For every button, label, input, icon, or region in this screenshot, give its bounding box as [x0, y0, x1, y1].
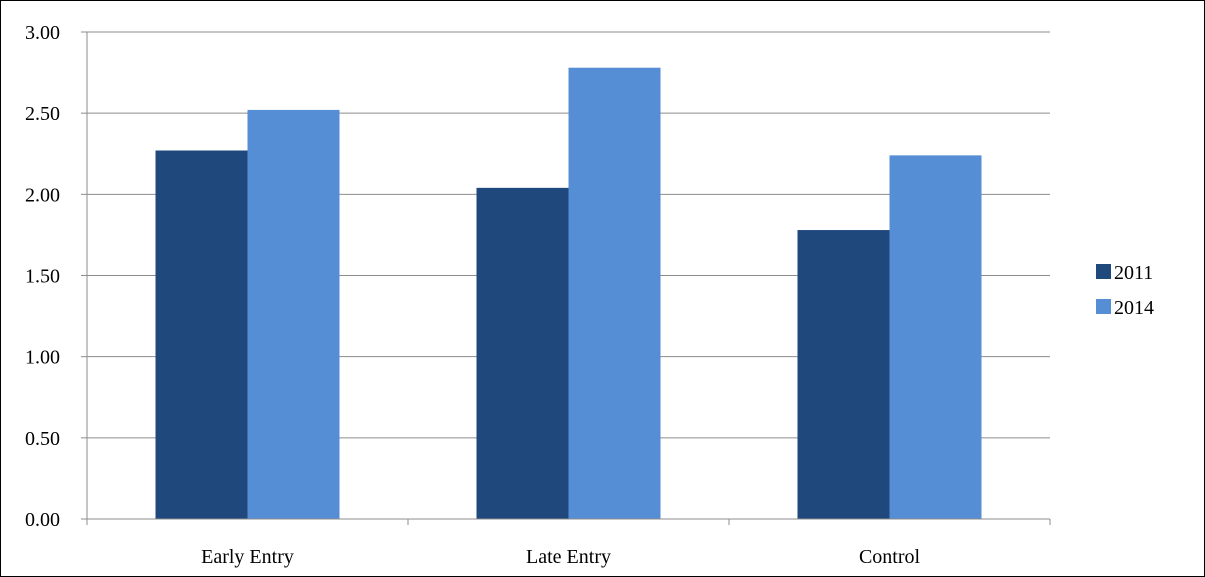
legend-swatch-2011	[1096, 264, 1111, 279]
bar-2011-late-entry	[476, 187, 569, 519]
axes: 0.00 0.50 1.00 1.50 2.00 2.50 3.00 Early Entry L…	[25, 22, 1051, 568]
bar-2014-late-entry	[568, 67, 661, 520]
y-tick-label: 1.50	[25, 266, 60, 288]
x-tick-label: Late Entry	[526, 546, 611, 568]
y-tick-label: 1.00	[25, 347, 60, 369]
bars	[155, 67, 982, 520]
legend-label-2014: 2014	[1114, 297, 1154, 319]
x-tick-label: Control	[859, 546, 921, 568]
bar-2011-control	[797, 230, 890, 519]
y-tick-label: 2.00	[25, 184, 60, 206]
legend: 2011 2014	[1096, 262, 1154, 319]
bar-2014-control	[889, 155, 982, 519]
y-tick-label: 3.00	[25, 22, 60, 44]
y-tick-label: 0.00	[25, 509, 60, 531]
x-tick-label: Early Entry	[201, 546, 294, 568]
y-tick-label: 2.50	[25, 103, 60, 125]
bar-2011-early-entry	[155, 150, 248, 519]
legend-label-2011: 2011	[1114, 262, 1153, 284]
y-tick-label: 0.50	[25, 428, 60, 450]
bar-2014-early-entry	[247, 109, 340, 520]
legend-swatch-2014	[1096, 299, 1111, 314]
